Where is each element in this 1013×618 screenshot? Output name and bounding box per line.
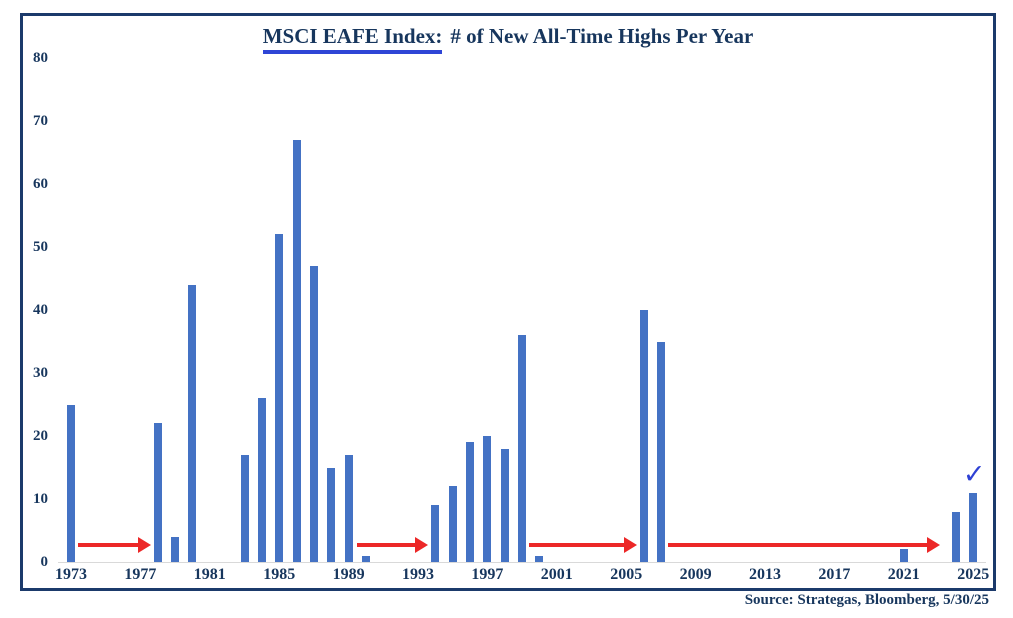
bar-1988 xyxy=(327,467,336,562)
bar-1984 xyxy=(257,398,266,562)
bar-1973 xyxy=(67,404,75,562)
no-new-highs-arrow-1 xyxy=(77,536,151,553)
y-tick-label-30: 30 xyxy=(33,365,48,381)
y-tick-label-80: 80 xyxy=(33,50,48,66)
x-tick-label-1977: 1977 xyxy=(124,566,157,583)
arrow-shaft xyxy=(77,542,140,547)
no-new-highs-arrow-2 xyxy=(357,536,429,553)
arrow-head-icon xyxy=(137,536,151,553)
x-tick-label-2021: 2021 xyxy=(887,566,920,583)
bar-1980 xyxy=(188,284,197,562)
y-tick-label-20: 20 xyxy=(33,428,48,444)
x-tick-label-1989: 1989 xyxy=(332,566,365,583)
arrow-head-icon xyxy=(415,536,429,553)
bar-2000 xyxy=(535,555,544,562)
bar-1978 xyxy=(153,423,162,562)
bar-1990 xyxy=(361,555,370,562)
y-tick-label-70: 70 xyxy=(33,113,48,129)
x-tick-label-1993: 1993 xyxy=(402,566,434,583)
x-tick-label-1973: 1973 xyxy=(55,566,87,583)
bar-1983 xyxy=(240,454,249,562)
x-tick-label-2009: 2009 xyxy=(679,566,712,583)
x-tick-label-1985: 1985 xyxy=(263,566,296,583)
bar-1996 xyxy=(466,442,475,562)
x-tick-label-1997: 1997 xyxy=(471,566,504,583)
x-tick-label-1981: 1981 xyxy=(193,566,226,583)
checkmark-annotation: ✓ xyxy=(962,458,986,490)
bar-2007 xyxy=(656,341,665,562)
x-axis-line xyxy=(58,562,986,563)
bar-2025 xyxy=(969,492,978,562)
arrow-head-icon xyxy=(927,536,941,553)
x-tick-label-2001: 2001 xyxy=(540,566,573,583)
bar-1987 xyxy=(309,265,318,562)
bar-2024 xyxy=(951,511,960,562)
y-tick-label-10: 10 xyxy=(33,491,48,507)
no-new-highs-arrow-4 xyxy=(667,536,941,553)
arrow-shaft xyxy=(529,542,626,547)
bar-1999 xyxy=(518,335,527,562)
chart-title-rest: # of New All-Time Highs Per Year xyxy=(450,24,754,48)
bar-1985 xyxy=(275,234,284,562)
bar-1979 xyxy=(171,536,180,562)
x-tick-label-2005: 2005 xyxy=(610,566,643,583)
y-tick-label-40: 40 xyxy=(33,302,48,318)
y-tick-label-0: 0 xyxy=(40,554,49,570)
x-tick-label-2013: 2013 xyxy=(749,566,781,583)
bar-1995 xyxy=(448,486,457,562)
chart-title: MSCI EAFE Index: # of New All-Time Highs … xyxy=(23,24,993,55)
bar-2006 xyxy=(639,310,648,562)
source-note: Source: Strategas, Bloomberg, 5/30/25 xyxy=(744,592,989,608)
arrow-shaft xyxy=(357,542,418,547)
bar-2021 xyxy=(899,549,908,562)
y-tick-label-50: 50 xyxy=(33,239,48,255)
x-tick-label-2025: 2025 xyxy=(957,566,990,583)
y-tick-label-60: 60 xyxy=(33,176,48,192)
arrow-shaft xyxy=(667,542,930,547)
bar-1998 xyxy=(500,448,509,562)
bar-1997 xyxy=(483,436,492,562)
bar-1986 xyxy=(292,139,301,562)
x-tick-label-2017: 2017 xyxy=(818,566,851,583)
chart-title-underlined: MSCI EAFE Index: xyxy=(262,24,443,55)
no-new-highs-arrow-3 xyxy=(529,536,637,553)
bar-1989 xyxy=(344,454,353,562)
arrow-head-icon xyxy=(623,536,637,553)
bar-1994 xyxy=(431,505,440,562)
